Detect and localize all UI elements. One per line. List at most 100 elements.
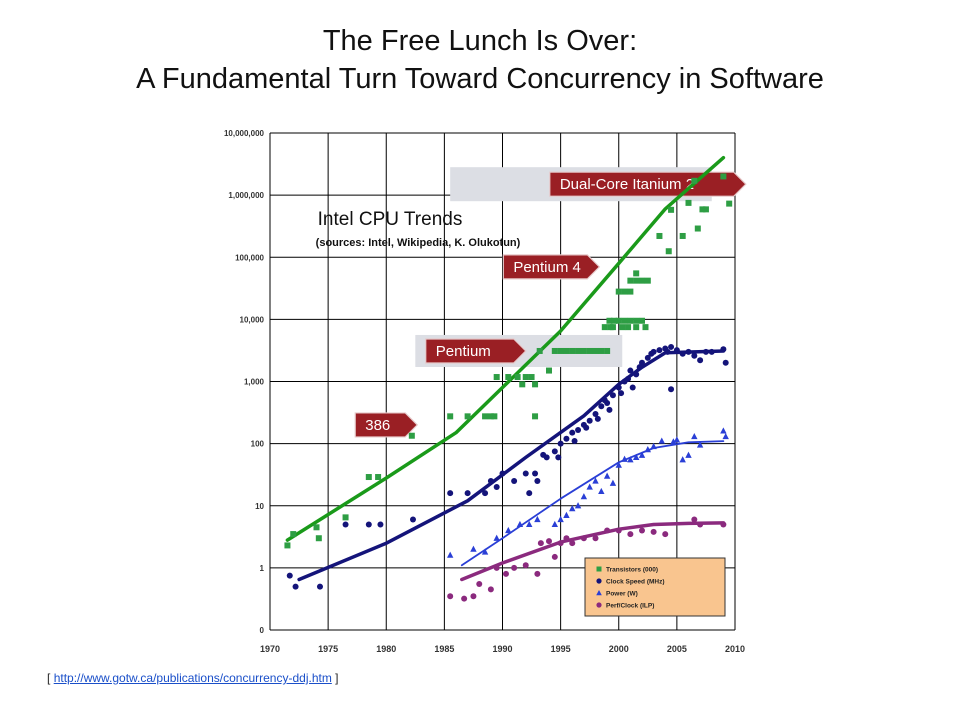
data-point xyxy=(679,456,686,463)
data-point xyxy=(493,564,500,571)
data-point xyxy=(658,437,665,444)
data-point xyxy=(615,384,622,391)
y-tick-label: 100 xyxy=(251,440,265,449)
data-point xyxy=(365,474,372,481)
data-point xyxy=(598,487,605,495)
data-point xyxy=(476,581,483,588)
data-point xyxy=(592,535,599,542)
legend-marker xyxy=(596,590,602,596)
x-tick-label: 1975 xyxy=(318,644,338,654)
data-point xyxy=(526,490,533,497)
source-citation: [ http://www.gotw.ca/publications/concur… xyxy=(47,671,339,685)
data-point xyxy=(493,534,500,541)
data-point xyxy=(583,424,590,431)
data-point xyxy=(557,540,564,547)
data-point xyxy=(685,451,692,458)
data-point xyxy=(532,413,539,420)
data-point xyxy=(665,248,672,255)
data-point xyxy=(629,384,636,391)
data-point xyxy=(551,347,558,354)
data-point xyxy=(685,348,692,355)
data-point xyxy=(557,440,564,447)
data-point xyxy=(662,531,669,538)
data-point xyxy=(708,348,715,355)
annotation-label: Pentium xyxy=(436,343,491,360)
source-open-bracket: [ xyxy=(47,671,51,685)
data-point xyxy=(292,583,299,590)
data-point xyxy=(580,535,587,542)
legend-label: Perf/Clock (ILP) xyxy=(606,603,654,610)
data-point xyxy=(720,427,727,434)
data-point xyxy=(487,413,494,420)
data-point xyxy=(290,531,297,538)
data-point xyxy=(446,551,454,558)
data-point xyxy=(642,324,649,331)
data-point xyxy=(702,206,709,213)
data-point xyxy=(609,479,617,486)
data-point xyxy=(639,359,645,366)
data-point xyxy=(601,397,608,404)
data-point xyxy=(464,413,471,420)
data-point xyxy=(575,426,582,433)
data-point xyxy=(615,527,622,534)
data-point xyxy=(569,540,576,547)
data-point xyxy=(464,490,471,497)
annotation-arrow xyxy=(425,338,527,364)
chart-legend: Transistors (000) Clock Speed (MHz) Power … xyxy=(584,557,726,617)
data-point xyxy=(505,526,512,534)
legend-box xyxy=(584,557,726,617)
title-line-2: A Fundamental Turn Toward Concurrency in… xyxy=(136,63,824,95)
data-point xyxy=(408,432,415,439)
x-tick-label: 1990 xyxy=(492,644,512,654)
data-point xyxy=(636,364,643,371)
data-point xyxy=(633,324,640,331)
data-point xyxy=(461,595,468,602)
data-points xyxy=(284,173,733,602)
data-point xyxy=(722,432,729,440)
data-point xyxy=(668,206,675,213)
data-point xyxy=(609,392,616,399)
cpu-trends-chart: Dual-Core Itanium 2 Pentium 4 Pentium 386 0… xyxy=(190,118,750,668)
chart-svg: Dual-Core Itanium 2 Pentium 4 Pentium 386 0… xyxy=(224,129,747,654)
source-link[interactable]: http://www.gotw.ca/publications/concurre… xyxy=(53,671,332,685)
data-point xyxy=(633,371,640,378)
data-point xyxy=(493,484,500,491)
data-point xyxy=(365,521,372,528)
data-point xyxy=(534,515,541,523)
data-point xyxy=(615,317,622,324)
annotation-label: Dual-Core Itanium 2 xyxy=(560,176,694,193)
data-point xyxy=(604,347,611,354)
data-point xyxy=(632,453,640,461)
data-point xyxy=(563,511,570,518)
x-tick-label: 2005 xyxy=(667,644,687,654)
data-point xyxy=(619,324,626,331)
data-point xyxy=(563,535,570,542)
data-point xyxy=(580,493,588,500)
data-point xyxy=(505,374,512,381)
slide-title: The Free Lunch Is Over: A Fundamental Tu… xyxy=(0,22,960,98)
data-point xyxy=(604,527,611,534)
data-point xyxy=(656,347,663,354)
data-point xyxy=(592,347,599,354)
y-tick-label: 0 xyxy=(260,626,265,635)
data-point xyxy=(606,317,613,324)
y-tick-label: 100,000 xyxy=(235,253,264,262)
data-point xyxy=(377,521,384,528)
axis-ticks: 0 1 10 100 1,000 10,000 100,000 1,000,000 10,000… xyxy=(224,129,745,654)
data-point xyxy=(696,441,704,448)
data-point xyxy=(532,381,539,388)
data-point xyxy=(580,347,587,354)
data-point xyxy=(569,504,576,512)
data-point xyxy=(691,352,698,359)
data-point xyxy=(447,413,454,420)
data-point xyxy=(603,472,611,479)
data-point xyxy=(519,381,526,388)
data-point xyxy=(594,415,601,422)
trend-line xyxy=(285,155,726,542)
data-point xyxy=(470,545,477,552)
data-point xyxy=(534,570,541,577)
data-point xyxy=(639,277,645,284)
chart-title: Intel CPU Trends xyxy=(318,209,463,230)
data-point xyxy=(536,347,543,354)
data-point xyxy=(375,474,382,481)
